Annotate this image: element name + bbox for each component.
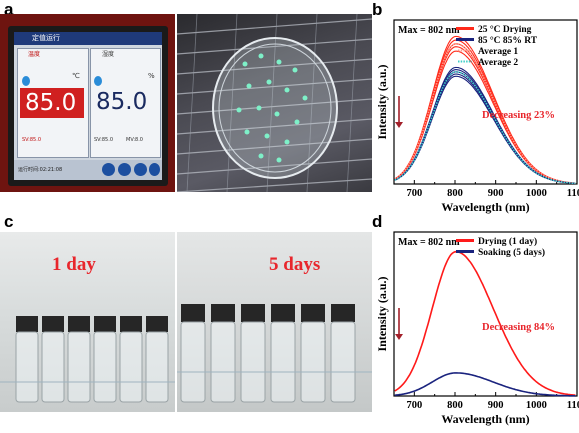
plot-frame — [393, 231, 578, 397]
x-tick-label: 900 — [488, 188, 504, 199]
y-axis-label: Intensity (a.u.) — [375, 276, 389, 351]
panel-label-c: c — [4, 212, 14, 231]
x-tick-label: 1000 — [526, 188, 547, 199]
legend-label: Average 1 — [478, 47, 518, 57]
x-tick-label: 700 — [406, 400, 422, 411]
photo-vials-1-day: 1 day — [0, 232, 175, 412]
x-tick-label: 800 — [447, 400, 463, 411]
x-tick-label: 1100 — [567, 400, 579, 411]
photo-petri-dish-in-chamber — [177, 14, 372, 192]
x-tick-label: 800 — [447, 188, 463, 199]
legend-label: Average 2 — [478, 58, 518, 68]
chamber-rack-drawing — [177, 14, 372, 192]
x-axis-label: Wavelength (nm) — [441, 412, 529, 426]
series-line-3 — [394, 70, 576, 185]
series-line-0 — [394, 250, 576, 396]
decrease-arrow-head — [395, 334, 403, 340]
series-line-1 — [394, 71, 576, 184]
humidity-setpoint: SV:85.0 — [94, 137, 114, 143]
label-5-days: 5 days — [269, 254, 321, 275]
chart-b-emission-spectra: 700 800 900 1000 1100 Wavelength (nm) Intensit… — [375, 19, 579, 214]
series-line-1 — [394, 372, 576, 397]
temp-unit: ℃ — [72, 72, 80, 80]
controller-button-3 — [134, 163, 147, 176]
x-tick-label: 700 — [406, 188, 422, 199]
temp-display — [20, 88, 84, 118]
panel-label-b: b — [372, 0, 383, 19]
x-tick-label: 900 — [488, 400, 504, 411]
temp-icon — [22, 76, 30, 86]
humidity-icon — [94, 76, 102, 86]
max-annotation: Max = 802 nm — [398, 25, 460, 36]
series-line-1 — [394, 73, 576, 184]
panel-label-a: a — [4, 0, 14, 19]
max-annotation: Max = 802 nm — [398, 237, 460, 248]
x-axis-label: Wavelength (nm) — [441, 200, 529, 214]
controller-button-2 — [118, 163, 131, 176]
controller-button-1 — [102, 163, 115, 176]
label-1-day: 1 day — [52, 254, 96, 275]
panel-label-d: d — [372, 212, 383, 231]
plot-frame — [393, 19, 578, 185]
series-line-1 — [394, 66, 576, 184]
legend-label: Drying (1 day) — [478, 236, 537, 247]
vials-1-day-drawing — [0, 316, 175, 403]
series-line-2 — [394, 42, 576, 184]
runtime-text: 运行时间:02:21:08 — [18, 167, 63, 173]
controller-screen: 定值运行 温度 85.0 ℃ SV:85.0 湿度 85.0 % SV:85.0… — [14, 32, 162, 180]
screen-title: 定值运行 — [32, 34, 60, 42]
legend-label: 85 °C 85% RT — [478, 35, 538, 46]
temp-label: 温度 — [28, 51, 41, 58]
photo-vials-5-days: 5 days — [177, 232, 372, 412]
decrease-arrow-head — [395, 122, 403, 128]
humidity-mv: MV:8.0 — [126, 137, 143, 143]
humidity-unit: % — [148, 72, 155, 80]
decrease-annotation: Decreasing 84% — [482, 322, 555, 333]
chart-d-emission-spectra: 700 800 900 1000 1100 Wavelength (nm) Intensit… — [375, 231, 579, 426]
photo-chamber-controller: 定值运行 温度 85.0 ℃ SV:85.0 湿度 85.0 % SV:85.0… — [0, 14, 175, 192]
y-axis-label: Intensity (a.u.) — [375, 64, 389, 139]
legend-label: Soaking (5 days) — [478, 247, 545, 258]
temp-value: 85.0 — [25, 90, 77, 116]
controller-button-4 — [149, 163, 160, 176]
series-line-0 — [394, 50, 576, 184]
x-tick-label: 1100 — [567, 188, 579, 199]
humidity-value: 85.0 — [96, 89, 148, 115]
legend-label: 25 °C Drying — [478, 24, 532, 35]
x-tick-label: 1000 — [526, 400, 547, 411]
temp-setpoint: SV:85.0 — [22, 137, 42, 143]
vials-5-days-drawing — [177, 304, 372, 403]
decrease-annotation: Decreasing 23% — [482, 110, 555, 121]
humidity-label: 湿度 — [102, 51, 115, 58]
